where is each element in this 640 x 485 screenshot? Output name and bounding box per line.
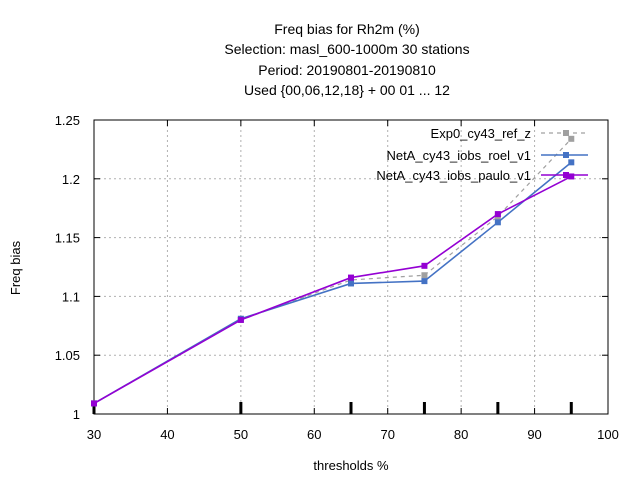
title-line-2: Selection: masl_600-1000m 30 stations (224, 41, 469, 57)
series-1-point (568, 135, 575, 142)
y-tick-label: 1.25 (55, 113, 80, 128)
title-line-3: Period: 20190801-20190810 (258, 62, 436, 78)
x-axis-label: thresholds % (313, 458, 389, 473)
grid (94, 120, 608, 414)
y-axis-label: Freq bias (8, 240, 23, 295)
y-tick-label: 1.05 (55, 348, 80, 363)
series-3-point (494, 211, 501, 218)
legend: Exp0_cy43_ref_z NetA_cy43_iobs_roel_v1 Net… (376, 126, 588, 183)
y-tick-label: 1.2 (62, 172, 80, 187)
chart-title: Freq bias for Rh2m (%) Selection: masl_6… (224, 21, 469, 98)
legend-marker-1 (563, 130, 569, 136)
series-3-point (568, 173, 575, 180)
x-tick-label: 90 (527, 427, 541, 442)
series-line-3 (93, 175, 572, 405)
axis-ticks (92, 119, 609, 415)
x-tick-label: 80 (454, 427, 468, 442)
series-2-point (421, 278, 428, 285)
y-tick-label: 1 (73, 407, 80, 422)
x-tick-label: 50 (234, 427, 248, 442)
series-2-point (348, 280, 354, 287)
series-3-point (421, 262, 428, 269)
x-tick-label: 100 (597, 427, 619, 442)
series-2-point (494, 219, 501, 226)
x-tick-label: 40 (160, 427, 174, 442)
legend-label-3: NetA_cy43_iobs_paulo_v1 (376, 168, 531, 183)
series-3-point (348, 274, 354, 281)
series-2-point (568, 159, 575, 166)
axis-tick-labels: 30 40 50 60 70 80 90 100 1 1.05 1.1 1.15 1.2 1.25 (55, 113, 619, 442)
x-tick-label: 70 (380, 427, 394, 442)
series-1-point (421, 272, 428, 279)
legend-marker-3 (563, 172, 569, 178)
title-line-1: Freq bias for Rh2m (%) (274, 21, 419, 37)
x-tick-label: 30 (87, 427, 101, 442)
y-tick-label: 1.15 (55, 231, 80, 246)
series-lines (91, 135, 575, 407)
x-tick-label: 60 (307, 427, 321, 442)
title-line-4: Used {00,06,12,18} + 00 01 ... 12 (244, 82, 450, 98)
series-3-point (91, 400, 97, 407)
series-line-2 (93, 161, 572, 405)
legend-label-2: NetA_cy43_iobs_roel_v1 (386, 148, 531, 163)
plot-frame (93, 119, 609, 415)
series-line-1 (93, 138, 572, 404)
series-3-point (237, 316, 244, 323)
y-tick-label: 1.1 (62, 289, 80, 304)
legend-label-1: Exp0_cy43_ref_z (431, 126, 531, 141)
legend-marker-2 (563, 152, 569, 158)
